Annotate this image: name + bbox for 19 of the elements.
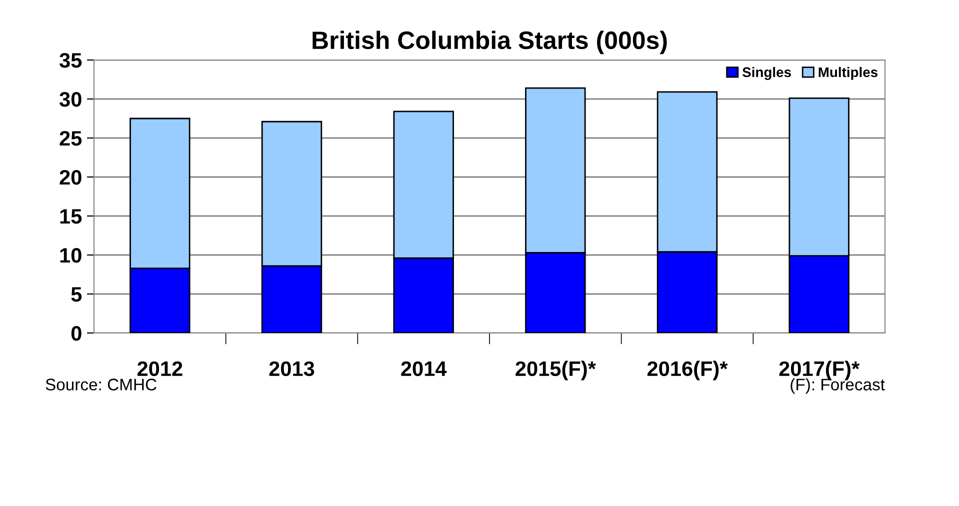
y-tick-label: 25 <box>60 131 82 146</box>
x-tick-label: 2014 <box>401 361 447 376</box>
x-tick-label: 2012 <box>137 361 182 376</box>
x-tick-label: 2017(F)* <box>779 360 860 380</box>
source-note: Source: CMHC <box>46 378 156 390</box>
y-tick-label: 10 <box>60 248 82 263</box>
chart-title: British Columbia Starts (000s) <box>312 30 667 54</box>
x-tick-label: 2016(F)* <box>647 360 728 380</box>
legend-label: Singles <box>742 66 791 80</box>
x-tick-label: 2013 <box>269 361 314 376</box>
y-tick-label: 15 <box>60 209 82 224</box>
y-tick-label: 30 <box>60 92 82 107</box>
y-tick-label: 0 <box>71 326 82 341</box>
x-tick-label: 2015(F)* <box>516 360 596 380</box>
text: (F): Forecast <box>790 378 885 394</box>
y-tick-label: 5 <box>71 287 82 302</box>
y-tick-label: 35 <box>60 53 82 68</box>
legend-label: Multiples <box>818 66 878 80</box>
y-tick-label: 20 <box>60 170 82 185</box>
